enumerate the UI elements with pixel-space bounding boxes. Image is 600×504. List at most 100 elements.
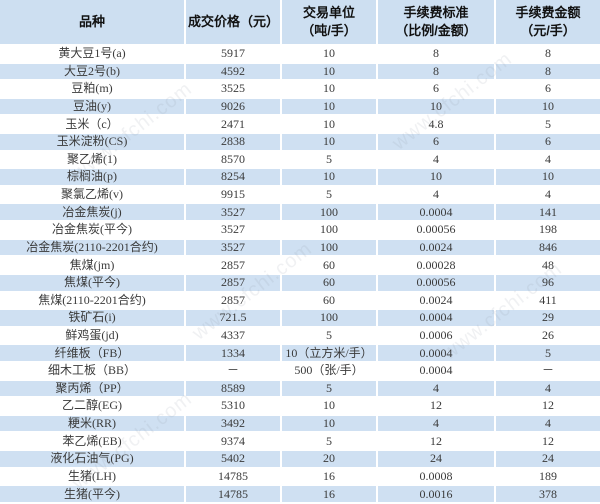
cell-price: 3527 bbox=[186, 222, 282, 240]
cell-variety: 生猪(平今) bbox=[0, 486, 186, 504]
cell-variety: 玉米淀粉(CS) bbox=[0, 134, 186, 152]
cell-trade-unit: 16 bbox=[282, 486, 378, 504]
cell-price: 8254 bbox=[186, 169, 282, 187]
cell-fee-standard: 10 bbox=[378, 98, 496, 117]
table-row: 聚丙烯（PP） 8589 5 4 4 bbox=[0, 380, 600, 399]
cell-price: 8589 bbox=[186, 380, 282, 399]
cell-variety: 铁矿石(i) bbox=[0, 310, 186, 328]
header-cell-fee-standard: 手续费标准 （比例/金额） bbox=[378, 0, 496, 46]
cell-trade-unit: 5 bbox=[282, 327, 378, 346]
cell-trade-unit: 100 bbox=[282, 204, 378, 223]
cell-price: 2471 bbox=[186, 116, 282, 135]
cell-variety: 细木工板（BB） bbox=[0, 362, 186, 381]
cell-variety: 焦煤(平今) bbox=[0, 274, 186, 293]
cell-fee-amount: 189 bbox=[496, 468, 600, 487]
cell-fee-standard: 0.0004 bbox=[378, 345, 496, 363]
header-cell-price: 成交价格（元） bbox=[186, 0, 282, 46]
cell-trade-unit: 10 bbox=[282, 81, 378, 99]
table-row: 纤维板（FB） 1334 10（立方米/手） 0.0004 5 bbox=[0, 345, 600, 363]
cell-fee-standard: 0.00056 bbox=[378, 274, 496, 293]
cell-price: 9915 bbox=[186, 186, 282, 205]
cell-fee-amount: 6 bbox=[496, 81, 600, 99]
table-row: 豆油(y) 9026 10 10 10 bbox=[0, 98, 600, 117]
cell-fee-standard: 24 bbox=[378, 451, 496, 469]
table-row: 焦煤(2110-2201合约) 2857 60 0.0024 411 bbox=[0, 292, 600, 311]
cell-fee-amount: 48 bbox=[496, 257, 600, 275]
cell-variety: 豆油(y) bbox=[0, 98, 186, 117]
cell-fee-amount: 10 bbox=[496, 98, 600, 117]
cell-variety: 焦煤(2110-2201合约) bbox=[0, 292, 186, 311]
cell-variety: 聚氯乙烯(v) bbox=[0, 186, 186, 205]
cell-fee-standard: 4.8 bbox=[378, 116, 496, 135]
cell-trade-unit: 10 bbox=[282, 134, 378, 152]
cell-variety: 粳米(RR) bbox=[0, 415, 186, 434]
cell-fee-amount: 4 bbox=[496, 415, 600, 434]
table-row: 大豆2号(b) 4592 10 8 8 bbox=[0, 63, 600, 82]
cell-trade-unit: 5 bbox=[282, 186, 378, 205]
table-row: 焦煤(jm) 2857 60 0.00028 48 bbox=[0, 257, 600, 275]
cell-variety: 焦煤(jm) bbox=[0, 257, 186, 275]
cell-trade-unit: 10 bbox=[282, 398, 378, 416]
cell-variety: 鲜鸡蛋(jd) bbox=[0, 327, 186, 346]
cell-price: 8570 bbox=[186, 151, 282, 170]
cell-fee-amount: 10 bbox=[496, 169, 600, 187]
cell-fee-standard: 0.00056 bbox=[378, 222, 496, 240]
header-cell-variety: 品种 bbox=[0, 0, 186, 46]
cell-fee-amount: － bbox=[496, 362, 600, 381]
cell-variety: 纤维板（FB） bbox=[0, 345, 186, 363]
cell-fee-standard: 8 bbox=[378, 63, 496, 82]
cell-variety: 生猪(LH) bbox=[0, 468, 186, 487]
table-row: 聚乙烯(1) 8570 5 4 4 bbox=[0, 151, 600, 170]
cell-fee-amount: 29 bbox=[496, 310, 600, 328]
cell-variety: 冶金焦炭(2110-2201合约) bbox=[0, 239, 186, 258]
cell-fee-standard: 12 bbox=[378, 433, 496, 452]
cell-fee-standard: 0.0016 bbox=[378, 486, 496, 504]
cell-trade-unit: 10（立方米/手） bbox=[282, 345, 378, 363]
table-header-row: 品种 成交价格（元） 交易单位 （吨/手） 手续费标准 （比例/金额） 手续费金… bbox=[0, 0, 600, 46]
cell-trade-unit: 20 bbox=[282, 451, 378, 469]
cell-price: 3492 bbox=[186, 415, 282, 434]
cell-variety: 黄大豆1号(a) bbox=[0, 46, 186, 64]
table-body: 黄大豆1号(a) 5917 10 8 8 大豆2号(b) 4592 10 8 8 豆粕(m) 3525… bbox=[0, 46, 600, 504]
table-row: 液化石油气(PG) 5402 20 24 24 bbox=[0, 451, 600, 469]
cell-fee-amount: 6 bbox=[496, 134, 600, 152]
cell-price: 5310 bbox=[186, 398, 282, 416]
cell-fee-amount: 8 bbox=[496, 63, 600, 82]
cell-fee-amount: 4 bbox=[496, 186, 600, 205]
cell-fee-amount: 4 bbox=[496, 151, 600, 170]
cell-fee-standard: 12 bbox=[378, 398, 496, 416]
cell-price: 4592 bbox=[186, 63, 282, 82]
table-row: 玉米淀粉(CS) 2838 10 6 6 bbox=[0, 134, 600, 152]
cell-fee-standard: 4 bbox=[378, 380, 496, 399]
cell-trade-unit: 5 bbox=[282, 380, 378, 399]
cell-trade-unit: 5 bbox=[282, 433, 378, 452]
cell-price: 2857 bbox=[186, 257, 282, 275]
cell-variety: 苯乙烯(EB) bbox=[0, 433, 186, 452]
header-cell-fee-amount: 手续费金额 （元/手） bbox=[496, 0, 600, 46]
cell-variety: 冶金焦炭(j) bbox=[0, 204, 186, 223]
cell-trade-unit: 10 bbox=[282, 116, 378, 135]
cell-trade-unit: 500（张/手） bbox=[282, 362, 378, 381]
cell-fee-amount: 26 bbox=[496, 327, 600, 346]
cell-price: 14785 bbox=[186, 486, 282, 504]
cell-fee-amount: 846 bbox=[496, 239, 600, 258]
cell-price: 721.5 bbox=[186, 310, 282, 328]
cell-price: 3525 bbox=[186, 81, 282, 99]
cell-fee-standard: 4 bbox=[378, 415, 496, 434]
cell-fee-standard: 4 bbox=[378, 151, 496, 170]
cell-price: 2857 bbox=[186, 292, 282, 311]
cell-fee-amount: 5 bbox=[496, 116, 600, 135]
cell-price: 2838 bbox=[186, 134, 282, 152]
table-row: 生猪(LH) 14785 16 0.0008 189 bbox=[0, 468, 600, 487]
cell-price: － bbox=[186, 362, 282, 381]
table-row: 粳米(RR) 3492 10 4 4 bbox=[0, 415, 600, 434]
cell-trade-unit: 10 bbox=[282, 169, 378, 187]
cell-fee-amount: 198 bbox=[496, 222, 600, 240]
cell-fee-standard: 0.0004 bbox=[378, 204, 496, 223]
cell-fee-amount: 24 bbox=[496, 451, 600, 469]
cell-price: 1334 bbox=[186, 345, 282, 363]
cell-trade-unit: 60 bbox=[282, 257, 378, 275]
cell-price: 4337 bbox=[186, 327, 282, 346]
cell-trade-unit: 10 bbox=[282, 46, 378, 64]
